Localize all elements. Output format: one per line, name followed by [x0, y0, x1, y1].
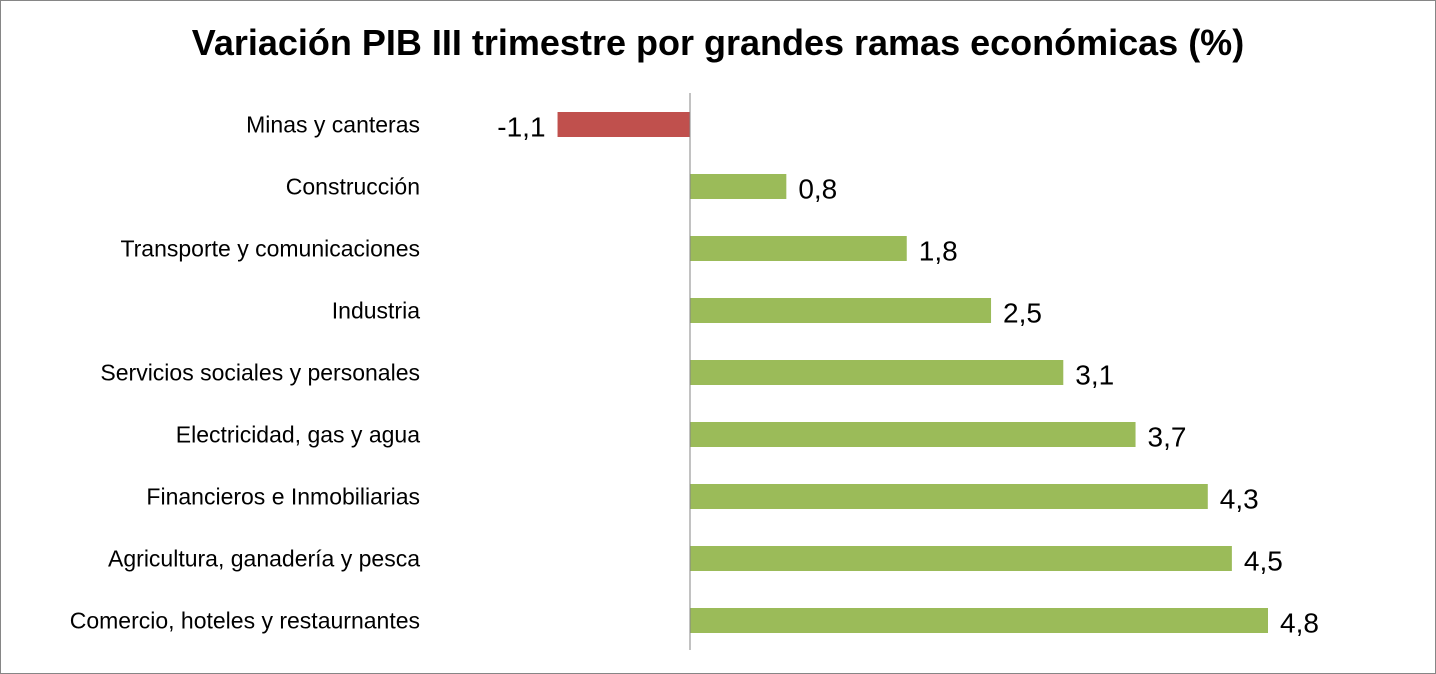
data-label: 3,1 [1075, 360, 1114, 391]
data-label: 1,8 [919, 236, 958, 267]
category-label: Comercio, hoteles y restaurnantes [70, 608, 420, 634]
category-label: Transporte y comunicaciones [120, 236, 420, 262]
bar [690, 484, 1208, 509]
category-label: Industria [332, 298, 420, 324]
data-label: -1,1 [497, 112, 545, 143]
bar [557, 112, 690, 137]
data-label: 4,5 [1244, 546, 1283, 577]
data-label: 4,3 [1220, 484, 1259, 515]
category-label: Electricidad, gas y agua [176, 422, 420, 448]
bar [690, 174, 787, 199]
category-label: Financieros e Inmobiliarias [146, 484, 420, 510]
data-label: 4,8 [1280, 608, 1319, 639]
category-label: Servicios sociales y personales [100, 360, 420, 386]
bar [690, 360, 1064, 385]
data-label: 3,7 [1148, 422, 1187, 453]
category-label: Minas y canteras [246, 112, 420, 138]
bar [690, 236, 907, 261]
category-label: Construcción [286, 174, 420, 200]
chart-title: Variación PIB III trimestre por grandes … [191, 22, 1245, 63]
bar [690, 546, 1232, 571]
category-label: Agricultura, ganadería y pesca [108, 546, 420, 572]
data-label: 0,8 [798, 174, 837, 205]
bar [690, 298, 992, 323]
data-label: 2,5 [1003, 298, 1042, 329]
bar [690, 608, 1268, 633]
bar [690, 422, 1136, 447]
